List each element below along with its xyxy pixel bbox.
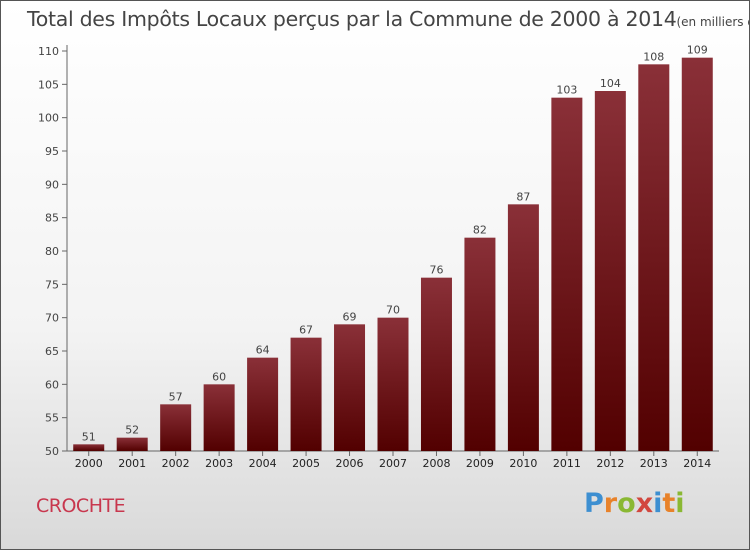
data-label: 76	[429, 264, 443, 277]
y-tick-label: 65	[45, 345, 59, 358]
bar	[464, 237, 496, 451]
y-tick-label: 75	[45, 278, 59, 291]
data-label: 69	[343, 310, 357, 323]
y-tick-label: 105	[38, 78, 59, 91]
logo-letter: P	[584, 488, 604, 519]
data-label: 70	[386, 304, 400, 317]
bar	[638, 64, 670, 452]
x-tick-label: 2007	[379, 457, 407, 470]
logo-letter: i	[653, 488, 663, 519]
x-tick-label: 2001	[118, 457, 146, 470]
y-tick-label: 60	[45, 378, 59, 391]
data-label: 64	[256, 344, 270, 357]
bar	[116, 437, 148, 451]
data-label: 109	[687, 44, 708, 57]
y-tick-label: 80	[45, 245, 59, 258]
data-label: 103	[556, 84, 577, 97]
x-tick-label: 2005	[292, 457, 320, 470]
bar	[681, 57, 713, 452]
bar	[377, 317, 409, 451]
x-tick-label: 2014	[683, 457, 711, 470]
x-tick-label: 2013	[640, 457, 668, 470]
y-tick-label: 95	[45, 145, 59, 158]
x-tick-label: 2006	[336, 457, 364, 470]
x-tick-label: 2009	[466, 457, 494, 470]
title-text: Total des Impôts Locaux perçus par la Co…	[27, 7, 677, 31]
logo-letter: x	[635, 488, 654, 519]
data-label: 87	[516, 190, 530, 203]
y-tick-label: 90	[45, 178, 59, 191]
data-label: 104	[600, 77, 621, 90]
logo-letter: o	[617, 488, 636, 519]
y-tick-label: 55	[45, 412, 59, 425]
logo-letter: t	[662, 488, 676, 519]
bar	[507, 204, 539, 451]
proxiti-logo: Proxiti	[584, 488, 685, 519]
chart-title: Total des Impôts Locaux perçus par la Co…	[27, 7, 749, 31]
x-tick-label: 2008	[422, 457, 450, 470]
data-label: 82	[473, 224, 487, 237]
unit-label: (en milliers d'€)	[676, 15, 749, 29]
bar	[420, 277, 452, 451]
bars: 51 52 57 60 64 67 69 70 76 82 87 103 104 108 109	[73, 44, 713, 452]
data-label: 108	[643, 50, 664, 63]
x-axis: 2000 2001 2002 2003 2004 2005 2006 2007 2008 2009…	[67, 450, 719, 470]
y-tick-label: 100	[38, 112, 59, 125]
bar	[594, 91, 626, 451]
x-tick-label: 2004	[249, 457, 277, 470]
data-label: 51	[82, 430, 96, 443]
bar	[160, 404, 192, 451]
bar	[551, 97, 583, 452]
x-tick-label: 2012	[596, 457, 624, 470]
bar	[73, 444, 105, 451]
x-tick-label: 2003	[205, 457, 233, 470]
logo-letter: r	[603, 488, 618, 519]
y-tick-label: 70	[45, 312, 59, 325]
bar	[290, 337, 322, 451]
x-tick-label: 2011	[553, 457, 581, 470]
data-label: 57	[169, 390, 183, 403]
y-tick-label: 110	[38, 45, 59, 58]
data-label: 60	[212, 370, 226, 383]
logo-letter: i	[675, 488, 685, 519]
bar	[247, 357, 279, 451]
x-tick-label: 2000	[75, 457, 103, 470]
bar	[203, 384, 235, 451]
bar	[334, 324, 366, 451]
x-tick-label: 2002	[162, 457, 190, 470]
data-label: 67	[299, 324, 313, 337]
y-tick-label: 85	[45, 212, 59, 225]
commune-name: CROCHTE	[36, 495, 126, 517]
data-label: 52	[125, 424, 139, 437]
y-tick-label: 50	[45, 445, 59, 458]
y-axis: 50 55 60 65 70 75 80 85 90 95 100 105 110	[38, 45, 68, 458]
x-tick-label: 2010	[509, 457, 537, 470]
